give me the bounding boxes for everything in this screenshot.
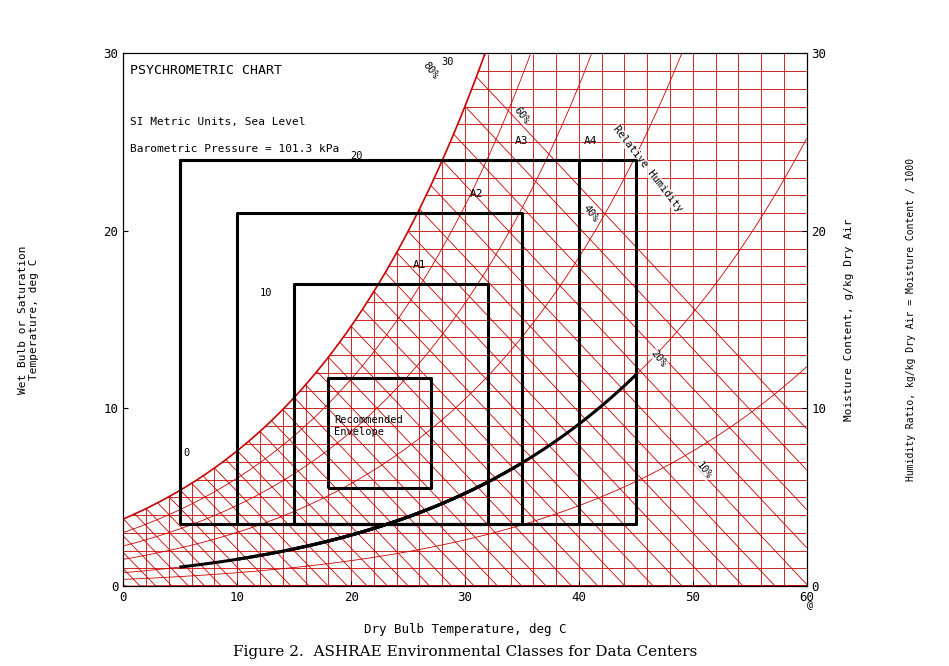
Text: A1: A1 — [413, 260, 426, 270]
Text: Figure 2.  ASHRAE Environmental Classes for Data Centers: Figure 2. ASHRAE Environmental Classes f… — [233, 645, 698, 659]
Text: Humidity Ratio, kg/kg Dry Air = Moisture Content / 1000: Humidity Ratio, kg/kg Dry Air = Moisture… — [906, 158, 916, 482]
Text: 10%: 10% — [695, 460, 714, 481]
Text: A4: A4 — [584, 136, 597, 146]
Text: 80%: 80% — [421, 61, 440, 81]
Text: 40%: 40% — [581, 202, 600, 224]
Text: Wet Bulb or Saturation
Temperature, deg C: Wet Bulb or Saturation Temperature, deg … — [18, 246, 39, 394]
Text: 0: 0 — [183, 448, 189, 458]
Text: 30: 30 — [441, 57, 455, 67]
Text: Relative Humidity: Relative Humidity — [610, 124, 684, 214]
Text: Barometric Pressure = 101.3 kPa: Barometric Pressure = 101.3 kPa — [130, 144, 340, 154]
Text: PSYCHROMETRIC CHART: PSYCHROMETRIC CHART — [130, 64, 282, 77]
Text: 60%: 60% — [512, 105, 531, 126]
Text: 20: 20 — [350, 151, 363, 161]
Text: A2: A2 — [470, 189, 483, 199]
Text: 20%: 20% — [649, 348, 668, 369]
Text: A3: A3 — [515, 136, 529, 146]
Text: Recommended
Envelope: Recommended Envelope — [334, 416, 402, 437]
Text: Dry Bulb Temperature, deg C: Dry Bulb Temperature, deg C — [363, 623, 567, 636]
Text: Moisture Content, g/kg Dry Air: Moisture Content, g/kg Dry Air — [845, 218, 854, 421]
Text: SI Metric Units, Sea Level: SI Metric Units, Sea Level — [130, 117, 306, 127]
Text: @: @ — [808, 600, 813, 610]
Text: 10: 10 — [259, 288, 272, 298]
